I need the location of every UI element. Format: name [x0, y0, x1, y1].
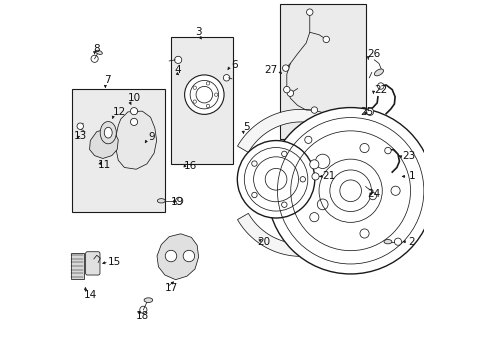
Text: 13: 13 — [74, 131, 87, 141]
Bar — [70, 253, 84, 279]
Circle shape — [267, 108, 433, 274]
Polygon shape — [237, 109, 374, 256]
Circle shape — [368, 193, 376, 200]
Ellipse shape — [144, 298, 152, 302]
Polygon shape — [157, 234, 198, 280]
Text: 15: 15 — [107, 257, 121, 267]
Circle shape — [394, 238, 401, 245]
Circle shape — [359, 229, 368, 238]
Text: 1: 1 — [408, 171, 414, 181]
Circle shape — [184, 75, 224, 114]
Circle shape — [359, 143, 368, 153]
Circle shape — [286, 90, 293, 96]
Circle shape — [300, 176, 305, 182]
Circle shape — [281, 151, 286, 157]
Circle shape — [317, 199, 327, 210]
Circle shape — [130, 108, 137, 115]
Circle shape — [281, 202, 286, 207]
Ellipse shape — [132, 110, 138, 113]
Circle shape — [223, 75, 229, 81]
Text: 6: 6 — [230, 59, 237, 69]
Text: 22: 22 — [373, 85, 387, 95]
Circle shape — [310, 107, 317, 113]
Circle shape — [140, 306, 147, 314]
Text: 3: 3 — [195, 27, 202, 37]
Circle shape — [283, 86, 289, 93]
Text: 20: 20 — [257, 237, 270, 247]
Circle shape — [304, 136, 311, 143]
Circle shape — [311, 173, 319, 180]
Circle shape — [165, 250, 176, 262]
Text: 27: 27 — [264, 64, 277, 75]
Circle shape — [323, 36, 329, 42]
Circle shape — [309, 213, 318, 222]
Circle shape — [377, 83, 383, 89]
Circle shape — [183, 250, 194, 262]
Text: 2: 2 — [408, 237, 414, 247]
Circle shape — [251, 161, 257, 166]
Circle shape — [130, 118, 137, 126]
Polygon shape — [116, 111, 156, 169]
Circle shape — [251, 192, 257, 198]
Polygon shape — [89, 129, 118, 158]
Text: 19: 19 — [171, 197, 184, 207]
Circle shape — [91, 55, 98, 62]
Circle shape — [384, 147, 390, 154]
Circle shape — [390, 186, 399, 195]
Circle shape — [174, 56, 182, 63]
Circle shape — [77, 123, 83, 130]
Ellipse shape — [100, 122, 116, 144]
Circle shape — [315, 154, 329, 168]
Text: 12: 12 — [112, 107, 125, 117]
Text: 11: 11 — [98, 160, 111, 170]
Text: 24: 24 — [366, 189, 380, 199]
Ellipse shape — [374, 69, 383, 76]
FancyBboxPatch shape — [85, 252, 100, 275]
Text: 9: 9 — [148, 132, 155, 142]
Circle shape — [306, 9, 312, 15]
Text: 17: 17 — [164, 283, 178, 293]
Bar — [72, 89, 164, 212]
Bar — [280, 4, 365, 139]
Circle shape — [193, 86, 196, 89]
Text: 7: 7 — [104, 75, 110, 85]
Circle shape — [366, 108, 373, 116]
Bar — [171, 37, 233, 164]
Text: 26: 26 — [366, 49, 380, 59]
Circle shape — [175, 197, 183, 204]
Circle shape — [193, 100, 196, 103]
Text: 4: 4 — [174, 64, 181, 75]
Circle shape — [309, 160, 318, 169]
Ellipse shape — [157, 199, 165, 203]
Circle shape — [206, 104, 209, 108]
Circle shape — [214, 93, 217, 96]
Circle shape — [206, 82, 209, 85]
Text: 8: 8 — [93, 44, 100, 54]
Circle shape — [282, 65, 288, 71]
Text: 5: 5 — [243, 122, 249, 132]
Text: 18: 18 — [136, 311, 149, 320]
Text: 21: 21 — [322, 171, 335, 181]
Text: 16: 16 — [183, 161, 196, 171]
Ellipse shape — [383, 239, 391, 244]
Text: 25: 25 — [359, 107, 372, 117]
Ellipse shape — [104, 127, 112, 138]
Text: 23: 23 — [402, 150, 415, 161]
Circle shape — [339, 180, 361, 202]
Text: 14: 14 — [83, 290, 97, 300]
Text: 10: 10 — [128, 93, 141, 103]
Circle shape — [237, 140, 314, 218]
Ellipse shape — [95, 50, 102, 54]
